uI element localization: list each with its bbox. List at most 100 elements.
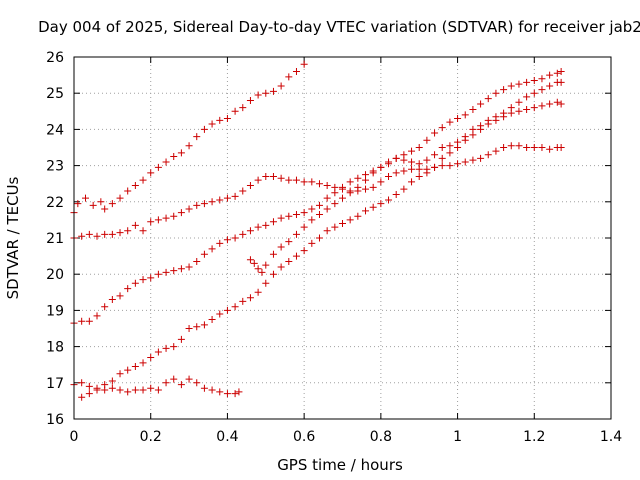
data-point [162,214,170,222]
data-point [446,118,454,126]
data-point [177,381,185,389]
data-point [216,196,224,204]
data-point [308,178,316,186]
data-point [89,201,97,209]
x-tick-label: 1.4 [600,429,622,445]
data-point [116,370,124,378]
data-point [200,200,208,208]
data-point [170,153,178,161]
data-point [285,176,293,184]
data-point [193,379,201,387]
data-point [300,60,308,68]
data-point [538,75,546,83]
data-point [438,154,446,162]
data-point [546,100,554,108]
data-point [392,191,400,199]
data-points [70,60,565,401]
data-point [415,172,423,180]
data-point [423,169,431,177]
data-point [162,268,170,276]
data-point [461,111,469,119]
data-point [93,386,101,394]
data-point [231,107,239,115]
data-point [239,230,247,238]
data-point [185,325,193,332]
data-point [454,138,462,146]
data-point [246,294,254,302]
data-point [170,267,178,275]
data-point [530,104,538,112]
data-point [461,158,469,166]
series-track-e [78,98,565,401]
x-tick-label: 0.6 [293,429,315,445]
data-point [530,144,538,151]
data-point [323,227,331,235]
data-point [108,296,116,304]
data-point [262,279,270,287]
data-point [254,265,262,273]
data-point [116,386,124,394]
data-point [269,172,277,180]
data-point [292,230,300,238]
data-point [308,205,316,213]
data-point [223,115,231,123]
data-point [200,321,208,329]
data-point [200,384,208,392]
data-point [93,232,101,240]
data-point [408,147,416,155]
data-point [346,216,354,224]
data-point [331,200,339,208]
data-point [231,234,239,242]
data-point [300,247,308,255]
data-point [431,151,439,159]
data-point [446,162,454,170]
data-point [139,359,147,367]
data-point [285,212,293,220]
data-point [423,136,431,144]
data-point [484,151,492,159]
data-point [193,323,201,331]
data-point [308,216,316,224]
data-point [262,261,270,269]
data-point [369,183,377,191]
data-point [85,230,93,238]
data-point [246,182,254,190]
data-point [269,218,277,226]
data-point [147,169,155,177]
data-point [82,194,90,202]
data-point [78,232,86,240]
data-point [557,100,565,108]
data-point [538,86,546,94]
data-point [154,386,162,394]
data-point [131,221,139,229]
data-point [269,87,277,95]
data-point [254,91,262,99]
data-point [154,163,162,171]
y-tick-label: 18 [46,340,64,356]
data-point [346,189,354,197]
data-point [185,142,193,150]
data-point [515,142,523,150]
data-point [258,268,266,276]
data-point [216,388,224,396]
data-point [323,182,331,190]
y-tick-label: 20 [46,267,64,283]
data-point [85,317,93,325]
grid [74,57,611,419]
data-point [216,310,224,318]
data-point [162,344,170,352]
data-point [408,158,416,166]
data-point [239,104,247,112]
data-point [162,158,170,166]
data-point [492,147,500,155]
data-point [177,335,185,343]
data-point [315,180,323,188]
data-point [277,214,285,222]
data-point [339,194,346,202]
data-point [377,200,385,208]
y-tick-label: 19 [46,303,64,319]
data-point [124,187,132,195]
series-track-d [70,375,243,398]
data-point [369,169,377,177]
data-point [147,353,155,361]
